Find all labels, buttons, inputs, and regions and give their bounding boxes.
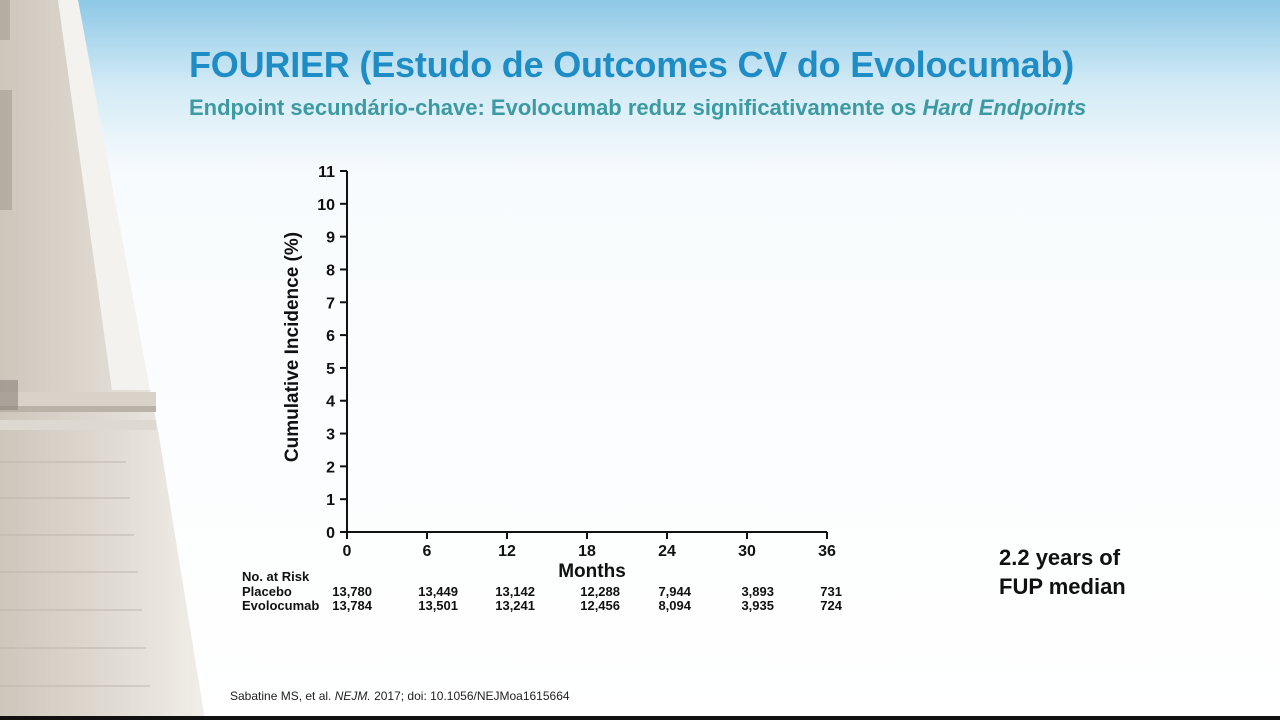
- subtitle-text: Endpoint secundário-chave: Evolocumab re…: [189, 95, 923, 120]
- y-tick-label: 0: [326, 525, 335, 542]
- at-risk-value: 13,142: [495, 584, 535, 599]
- y-tick-label: 4: [326, 394, 335, 411]
- at-risk-row-label: Evolocumab: [242, 598, 320, 613]
- x-tick-label: 36: [818, 543, 836, 560]
- y-tick-label: 1: [326, 492, 335, 509]
- at-risk-value: 12,456: [580, 598, 620, 613]
- y-tick-label: 3: [326, 427, 335, 444]
- at-risk-value: 3,893: [741, 584, 774, 599]
- at-risk-value: 13,241: [495, 598, 535, 613]
- subtitle-emphasis: Hard Endpoints: [922, 95, 1087, 120]
- fup-line-2: FUP median: [999, 574, 1126, 599]
- fup-line-1: 2.2 years of: [999, 545, 1121, 570]
- slide-title: FOURIER (Estudo de Outcomes CV do Evoloc…: [189, 44, 1075, 85]
- x-tick-label: 18: [578, 543, 596, 560]
- x-tick-label: 24: [658, 543, 676, 560]
- at-risk-value: 3,935: [741, 598, 774, 613]
- y-tick-label: 8: [326, 262, 335, 279]
- reference-authors: Sabatine MS, et al.: [230, 689, 335, 703]
- x-tick-label: 0: [343, 543, 352, 560]
- reference-citation: Sabatine MS, et al. NEJM. 2017; doi: 10.…: [230, 689, 570, 703]
- slide-subtitle: Endpoint secundário-chave: Evolocumab re…: [189, 95, 1086, 121]
- at-risk-value: 7,944: [658, 584, 691, 599]
- at-risk-value: 731: [820, 584, 842, 599]
- at-risk-value: 13,449: [418, 584, 458, 599]
- y-tick-label: 10: [317, 197, 335, 214]
- x-axis-label: Months: [558, 561, 626, 582]
- at-risk-row-label: Placebo: [242, 584, 292, 599]
- y-tick-label: 9: [326, 230, 335, 247]
- y-tick-label: 11: [318, 164, 335, 181]
- y-axis-label: Cumulative Incidence (%): [282, 232, 303, 462]
- at-risk-value: 13,784: [332, 598, 372, 613]
- x-tick-label: 6: [423, 543, 432, 560]
- at-risk-value: 724: [820, 598, 842, 613]
- at-risk-value: 13,501: [418, 598, 458, 613]
- at-risk-value: 12,288: [580, 584, 620, 599]
- reference-journal: NEJM.: [334, 689, 371, 703]
- y-tick-label: 6: [326, 328, 335, 345]
- reference-details: 2017; doi: 10.1056/NEJMoa1615664: [370, 689, 570, 703]
- at-risk-value: 13,780: [332, 584, 372, 599]
- at-risk-value: 8,094: [658, 598, 691, 613]
- y-tick-label: 7: [326, 295, 335, 312]
- y-tick-label: 5: [326, 361, 335, 378]
- fup-note: 2.2 years of FUP median: [999, 543, 1126, 601]
- y-tick-label: 2: [326, 459, 335, 476]
- x-tick-label: 30: [738, 543, 756, 560]
- at-risk-header: No. at Risk: [242, 569, 310, 584]
- x-tick-label: 12: [498, 543, 516, 560]
